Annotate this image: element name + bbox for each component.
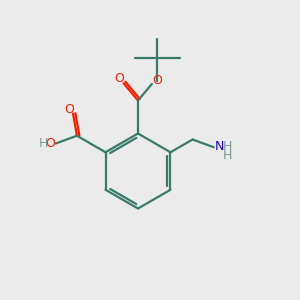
Text: H: H bbox=[38, 137, 48, 150]
Text: H: H bbox=[223, 149, 232, 162]
Text: H: H bbox=[223, 140, 232, 153]
Text: O: O bbox=[64, 103, 74, 116]
Text: O: O bbox=[152, 74, 162, 88]
Text: O: O bbox=[114, 72, 124, 85]
Text: O: O bbox=[46, 137, 55, 150]
Text: N: N bbox=[214, 140, 224, 153]
